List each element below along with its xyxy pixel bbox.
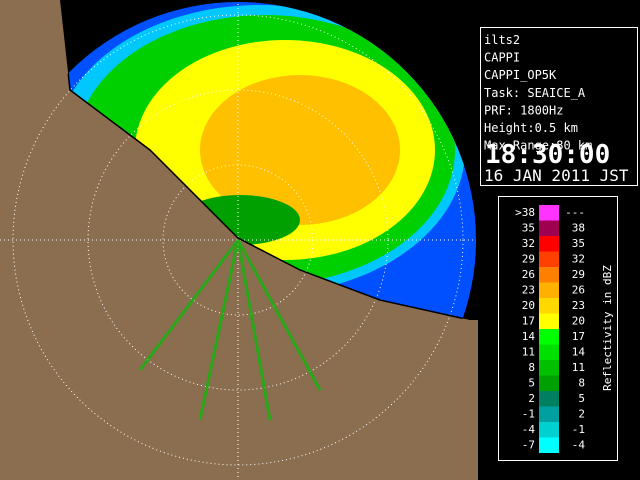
legend-high: -4	[572, 439, 586, 452]
time: 18:30:00	[485, 140, 610, 170]
legend-low: -4	[522, 423, 536, 436]
info-text: ilts2 CAPPI CAPPI_OP5K Task: SEAICE_A PRF: 1…	[484, 33, 629, 185]
legend-low: -1	[522, 408, 535, 421]
legend-high: 38	[572, 222, 585, 235]
legend-high: 8	[578, 377, 585, 390]
legend-low: 17	[522, 315, 535, 328]
legend-title: Reflectivity in dBZ	[601, 265, 614, 391]
legend-low: 2	[528, 392, 535, 405]
legend-high: 23	[572, 299, 585, 312]
legend-swatch	[539, 313, 559, 329]
legend-swatch	[539, 267, 559, 283]
legend-high: 32	[572, 253, 585, 266]
radar-map	[0, 0, 478, 480]
legend-low: 8	[528, 361, 535, 374]
legend-low: 5	[528, 377, 535, 390]
legend-swatch	[539, 344, 559, 360]
info-line: Max Range:80 km	[484, 139, 592, 153]
legend-low: 35	[522, 222, 535, 235]
legend-high: 20	[572, 315, 585, 328]
legend-low: 29	[522, 253, 535, 266]
legend-high: ---	[565, 206, 585, 219]
legend-swatch	[539, 391, 559, 407]
legend-high: 26	[572, 284, 585, 297]
coastline	[59, 2, 471, 321]
legend-swatch	[539, 282, 559, 298]
legend-swatch	[539, 205, 559, 221]
legend-high: 2	[578, 408, 585, 421]
legend-swatch	[539, 298, 559, 314]
info-panel	[480, 27, 638, 186]
legend-high: 17	[572, 330, 585, 343]
legend-low: >38	[515, 206, 535, 219]
info-line: ilts2	[484, 33, 520, 47]
legend-low: 26	[522, 268, 535, 281]
legend-swatch	[539, 360, 559, 376]
legend-swatch	[539, 422, 559, 438]
rays	[138, 239, 322, 421]
info-line: Task: SEAICE_A	[484, 86, 586, 100]
info-line: CAPPI_OP5K	[484, 68, 557, 82]
legend-low: 11	[522, 346, 535, 359]
legend-low: 23	[522, 284, 535, 297]
info-line: PRF: 1800Hz	[484, 103, 563, 117]
legend-high: -1	[572, 423, 585, 436]
legend-high: 35	[572, 237, 585, 250]
info-line: CAPPI	[484, 51, 520, 65]
date: 16 JAN 2011 JST	[484, 166, 629, 185]
legend: >38 --- 35 38 32 35 29 32 26 29 23 26 20 23 17 20 14 17 11…	[515, 205, 585, 453]
legend-swatch	[539, 220, 559, 236]
legend-low: -7	[522, 439, 535, 452]
legend-swatch	[539, 251, 559, 267]
legend-swatch	[539, 375, 559, 391]
legend-swatch	[539, 236, 559, 252]
info-line: Height:0.5 km	[484, 121, 578, 135]
echo-orange	[200, 75, 400, 225]
legend-high: 5	[578, 392, 585, 405]
legend-swatch	[539, 406, 559, 422]
legend-low: 20	[522, 299, 535, 312]
legend-high: 29	[572, 268, 585, 281]
legend-swatch	[539, 329, 559, 345]
legend-swatch	[539, 437, 559, 453]
legend-low: 14	[522, 330, 536, 343]
legend-high: 11	[572, 361, 585, 374]
legend-high: 14	[572, 346, 586, 359]
legend-low: 32	[522, 237, 535, 250]
